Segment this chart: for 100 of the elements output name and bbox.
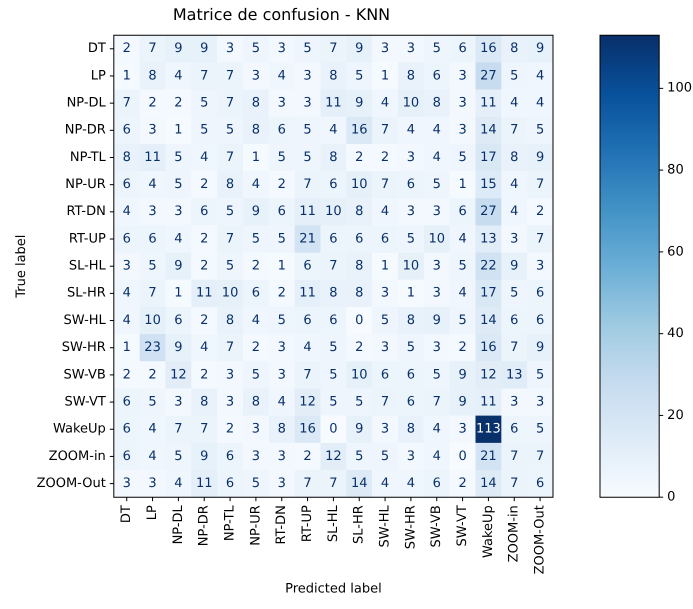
x-tick-label: NP-DL xyxy=(170,504,186,544)
data-label: 10 xyxy=(428,231,446,246)
y-tick-label: SL-HR xyxy=(67,286,106,301)
data-label: 6 xyxy=(200,204,208,220)
y-tick-label: NP-TL xyxy=(70,150,107,165)
data-label: 6 xyxy=(303,312,312,328)
data-label: 8 xyxy=(355,286,364,301)
data-label: 11 xyxy=(299,286,316,301)
y-tick-label: RT-UP xyxy=(68,231,106,246)
data-label: 14 xyxy=(480,312,497,328)
data-label: 1 xyxy=(252,150,260,165)
data-label: 7 xyxy=(303,476,312,491)
data-label: 4 xyxy=(122,312,131,328)
data-label: 5 xyxy=(432,367,441,382)
data-label: 1 xyxy=(174,122,183,138)
data-label: 5 xyxy=(200,122,208,138)
x-tick-label: SW-VT xyxy=(454,505,470,547)
data-label: 4 xyxy=(510,204,518,220)
data-label: 4 xyxy=(510,96,518,111)
data-label: 3 xyxy=(278,41,286,56)
data-label: 5 xyxy=(226,122,234,138)
data-label: 1 xyxy=(278,258,286,274)
x-tick-label: ZOOM-Out xyxy=(532,505,548,574)
data-label: 8 xyxy=(432,96,441,111)
data-label: 4 xyxy=(536,68,544,84)
data-label: 0 xyxy=(329,422,338,437)
data-label: 6 xyxy=(406,394,416,410)
data-label: 6 xyxy=(174,312,183,328)
data-label: 7 xyxy=(380,177,390,192)
data-label: 3 xyxy=(536,258,544,274)
data-label: 4 xyxy=(536,96,544,111)
data-label: 16 xyxy=(480,340,497,356)
data-label: 7 xyxy=(380,394,390,410)
data-label: 5 xyxy=(536,422,544,437)
data-label: 12 xyxy=(299,394,316,410)
data-label: 21 xyxy=(299,231,316,246)
data-label: 3 xyxy=(278,340,286,356)
data-label: 4 xyxy=(303,340,312,356)
data-label: 6 xyxy=(148,231,157,246)
data-label: 3 xyxy=(406,204,416,220)
data-label: 7 xyxy=(536,231,544,246)
data-label: 22 xyxy=(480,258,497,274)
data-label: 3 xyxy=(380,340,390,356)
data-label: 11 xyxy=(299,204,316,220)
data-label: 11 xyxy=(144,150,161,165)
data-label: 5 xyxy=(355,68,364,84)
data-label: 5 xyxy=(303,122,312,138)
data-label: 9 xyxy=(536,41,544,56)
data-label: 3 xyxy=(148,122,157,138)
data-label: 7 xyxy=(510,340,518,356)
data-label: 4 xyxy=(148,422,157,437)
data-label: 8 xyxy=(252,96,260,111)
data-label: 7 xyxy=(174,422,183,437)
data-label: 8 xyxy=(278,422,286,437)
data-label: 5 xyxy=(406,340,416,356)
y-tick-label: SW-HL xyxy=(64,312,107,328)
x-tick-label: LP xyxy=(144,505,160,520)
data-label: 6 xyxy=(122,394,131,410)
data-label: 5 xyxy=(406,231,416,246)
data-label: 4 xyxy=(148,177,157,192)
data-label: 5 xyxy=(252,476,260,491)
data-label: 1 xyxy=(174,286,183,301)
data-label: 4 xyxy=(122,204,131,220)
data-label: 11 xyxy=(196,476,213,491)
color-bar-label: 40 xyxy=(667,326,684,342)
data-label: 3 xyxy=(278,96,286,111)
data-label: 6 xyxy=(536,312,544,328)
data-label: 6 xyxy=(536,286,544,301)
data-label: 5 xyxy=(148,394,157,410)
data-label: 6 xyxy=(510,312,518,328)
data-label: 3 xyxy=(226,394,234,410)
data-label: 6 xyxy=(122,177,131,192)
data-label: 5 xyxy=(278,150,286,165)
data-label: 8 xyxy=(355,258,364,274)
data-label: 3 xyxy=(252,422,260,437)
data-label: 9 xyxy=(174,41,183,56)
data-label: 2 xyxy=(303,448,312,464)
data-label: 2 xyxy=(200,367,208,382)
data-label: 6 xyxy=(122,422,131,437)
data-label: 3 xyxy=(406,150,416,165)
data-label: 3 xyxy=(458,122,467,138)
data-label: 3 xyxy=(432,286,441,301)
data-label: 6 xyxy=(458,41,467,56)
data-label: 4 xyxy=(432,122,441,138)
data-label: 7 xyxy=(148,41,157,56)
data-label: 5 xyxy=(355,448,364,464)
data-label: 7 xyxy=(200,422,208,437)
data-label: 6 xyxy=(122,122,131,138)
data-label: 3 xyxy=(380,41,390,56)
data-label: 6 xyxy=(278,122,286,138)
data-label: 5 xyxy=(329,394,338,410)
data-label: 8 xyxy=(329,286,338,301)
data-label: 7 xyxy=(536,177,544,192)
data-label: 11 xyxy=(196,286,213,301)
data-label: 1 xyxy=(458,177,467,192)
data-label: 8 xyxy=(329,150,338,165)
data-label: 5 xyxy=(380,312,390,328)
data-label: 4 xyxy=(432,448,441,464)
x-tick-label: RT-UP xyxy=(300,505,315,542)
data-label: 2 xyxy=(200,258,208,274)
